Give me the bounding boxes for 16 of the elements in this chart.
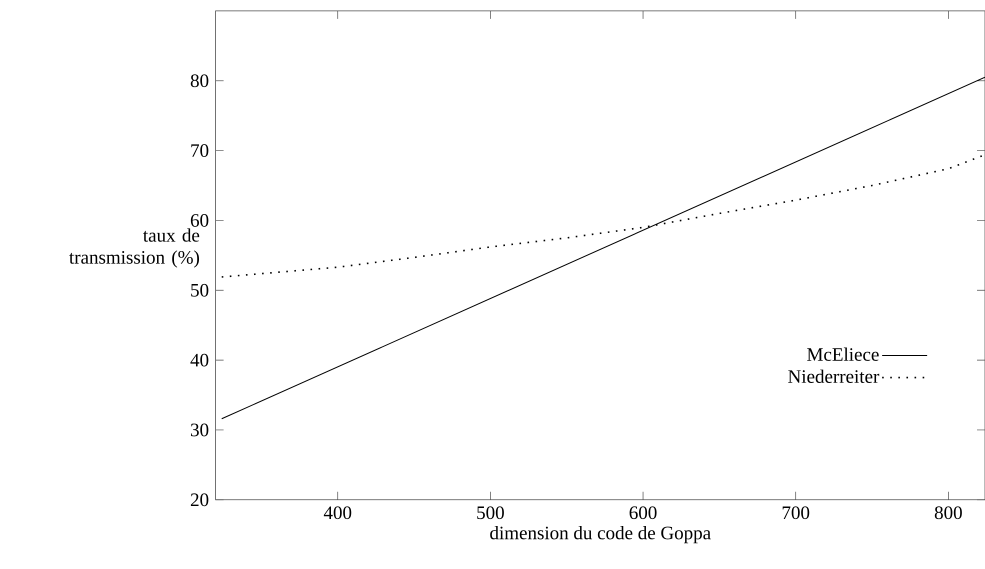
- x-tick-label: 600: [630, 506, 657, 520]
- y-tick-label: 50: [191, 284, 208, 297]
- y-tick-label: 80: [190, 74, 208, 88]
- x-tick-label: 800: [934, 506, 962, 520]
- x-tick-label: 400: [324, 506, 352, 520]
- x-tick-label: 500: [477, 506, 504, 520]
- y-tick-label: 40: [190, 354, 208, 367]
- y-tick-label: 60: [190, 214, 208, 227]
- legend-label: Niederreiter: [788, 370, 880, 383]
- x-axis-title: dimension du code de Goppa: [490, 526, 711, 544]
- legend-label: McEliece: [807, 348, 879, 361]
- y-axis-title: taux de transmission (%): [69, 228, 200, 268]
- x-tick-label: 700: [782, 506, 810, 520]
- y-tick-label: 30: [190, 424, 208, 436]
- y-tick-label: 20: [190, 493, 208, 506]
- y-tick-label: 70: [191, 144, 208, 157]
